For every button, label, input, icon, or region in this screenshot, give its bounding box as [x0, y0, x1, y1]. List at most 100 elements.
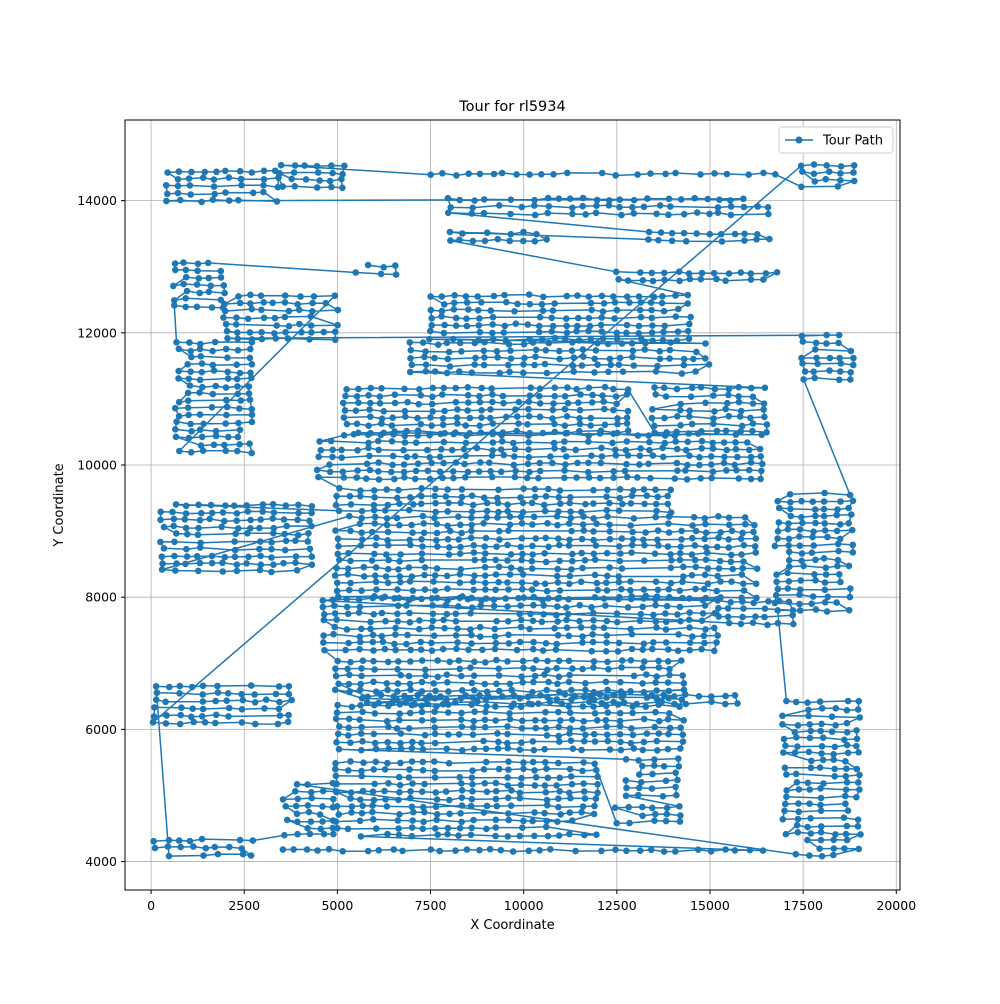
tour-point	[835, 547, 842, 555]
tour-point	[649, 770, 656, 778]
tour-point	[384, 565, 392, 573]
tour-point	[448, 446, 456, 454]
tour-point	[453, 172, 460, 179]
tour-point	[184, 404, 192, 412]
tour-point	[150, 837, 157, 845]
tour-point	[763, 429, 770, 436]
tour-point	[497, 846, 505, 854]
tour-point	[603, 617, 611, 625]
tour-point	[694, 846, 702, 853]
tour-point	[162, 720, 170, 727]
tour-point	[542, 493, 550, 500]
tour-point	[555, 688, 563, 695]
tour-point	[723, 446, 730, 454]
tour-point	[372, 688, 380, 695]
tour-point	[397, 551, 404, 558]
tour-point	[494, 235, 502, 243]
legend: Tour Path	[778, 126, 894, 154]
tour-point	[360, 573, 368, 580]
tour-point	[561, 393, 569, 400]
tour-point	[365, 422, 372, 430]
tour-point	[499, 429, 507, 436]
tour-point	[531, 211, 539, 219]
tour-point	[785, 557, 793, 564]
tour-point	[806, 734, 814, 742]
tour-point	[541, 360, 549, 368]
tour-point	[783, 771, 790, 778]
tour-point	[382, 617, 389, 625]
tour-point	[628, 593, 635, 600]
tour-point	[457, 566, 465, 573]
tour-point	[222, 189, 229, 196]
tour-point	[346, 688, 353, 696]
tour-point	[643, 671, 650, 678]
tour-point	[195, 567, 202, 575]
tour-point	[818, 823, 825, 830]
tour-point	[611, 315, 618, 322]
tour-point	[794, 829, 802, 836]
tour-point	[210, 176, 218, 183]
tour-point	[580, 788, 588, 795]
tour-point	[851, 177, 858, 185]
tour-point	[529, 738, 537, 745]
y-axis-label: Y Coordinate	[52, 463, 67, 547]
tour-point	[471, 708, 479, 715]
tour-point	[652, 578, 660, 585]
tour-point	[665, 211, 672, 219]
tour-point	[473, 444, 481, 452]
tour-point	[834, 562, 841, 570]
tour-point	[549, 322, 557, 330]
tour-point	[470, 687, 478, 694]
tour-point	[367, 399, 374, 407]
tour-point	[199, 698, 207, 705]
tour-point	[281, 292, 289, 299]
tour-point	[246, 396, 254, 404]
tour-point	[574, 292, 581, 299]
tour-point	[160, 545, 168, 552]
tour-point	[628, 725, 635, 732]
tour-point	[713, 639, 720, 646]
tour-point	[747, 475, 755, 483]
tour-point	[407, 541, 414, 549]
tour-point	[383, 486, 391, 493]
tour-point	[490, 336, 497, 343]
tour-point	[252, 720, 259, 728]
tour-point	[160, 523, 168, 531]
tour-point	[614, 420, 621, 428]
tour-point	[450, 299, 458, 307]
tour-point	[702, 355, 709, 362]
tour-point	[390, 693, 398, 700]
tour-point	[833, 511, 841, 519]
tour-point	[780, 749, 787, 756]
tour-point	[222, 320, 230, 328]
tour-point	[377, 270, 385, 278]
tour-point	[735, 383, 742, 391]
tour-point	[332, 665, 339, 672]
tour-point	[408, 832, 416, 840]
tour-point	[542, 640, 550, 647]
tour-point	[796, 526, 804, 533]
tour-point	[270, 509, 278, 516]
tour-point	[280, 559, 287, 567]
tour-point	[637, 610, 645, 618]
tour-point	[763, 421, 771, 428]
tour-point	[686, 320, 693, 328]
tour-point	[753, 236, 760, 243]
tour-point	[291, 183, 299, 190]
tour-point	[727, 558, 735, 566]
tour-point	[630, 196, 638, 204]
tour-point	[617, 550, 624, 557]
tour-point	[418, 678, 426, 686]
tour-point	[845, 520, 852, 527]
tour-point	[806, 800, 813, 807]
tour-point	[196, 559, 204, 567]
tour-point	[466, 430, 474, 437]
tour-point	[236, 299, 244, 307]
tour-point	[686, 595, 693, 602]
tour-point	[589, 609, 597, 617]
tour-point	[446, 810, 453, 818]
tour-point	[492, 832, 499, 840]
tour-point	[220, 314, 227, 321]
tour-point	[678, 527, 685, 535]
